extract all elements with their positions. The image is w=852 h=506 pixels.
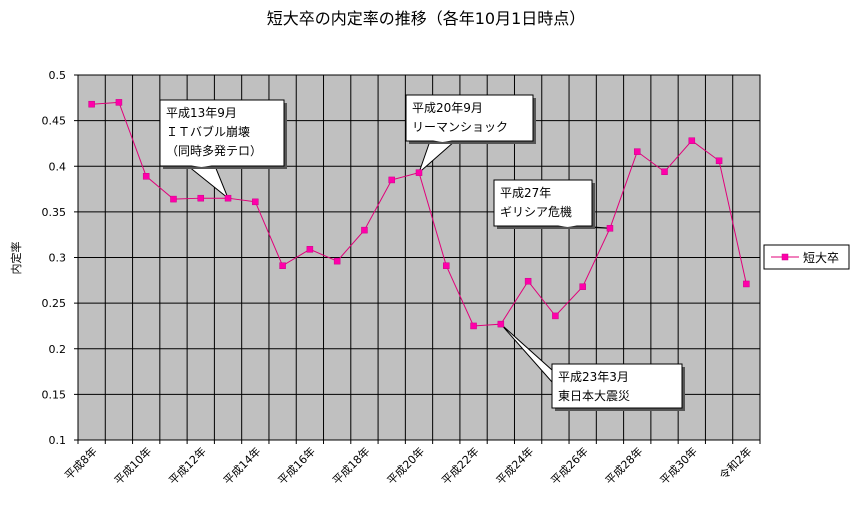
data-point <box>443 262 450 269</box>
callout-text: 東日本大震災 <box>558 389 630 403</box>
data-point <box>333 257 341 265</box>
callout-text: 平成13年9月 <box>166 106 237 120</box>
data-point <box>497 320 505 328</box>
data-point <box>197 194 205 202</box>
callout-box <box>159 99 285 167</box>
y-tick-label: 0.1 <box>49 434 67 447</box>
data-point <box>142 173 150 180</box>
legend-marker-swatch <box>781 253 789 261</box>
y-tick-label: 0.25 <box>42 297 67 310</box>
data-point <box>524 277 532 285</box>
data-point <box>252 198 259 206</box>
callout-text: ギリシア危機 <box>500 204 572 219</box>
legend: 短大卒 <box>763 244 850 270</box>
y-tick-label: 0.15 <box>42 388 67 401</box>
data-point <box>579 283 586 290</box>
x-tick-label: 平成22年 <box>439 444 482 487</box>
callout-text: 平成27年 <box>500 186 551 200</box>
x-tick-label: 平成14年 <box>220 444 263 487</box>
callout-seam <box>555 225 580 227</box>
y-tick-label: 0.45 <box>42 115 67 128</box>
callout-seam <box>188 165 215 167</box>
data-point <box>279 262 286 269</box>
legend-label: 短大卒 <box>803 251 839 265</box>
data-point <box>361 226 368 234</box>
x-tick-label: 平成16年 <box>275 444 318 487</box>
data-point <box>633 148 641 155</box>
y-tick-label: 0.2 <box>49 343 67 356</box>
data-point <box>170 195 177 203</box>
x-tick-label: 平成26年 <box>548 444 591 487</box>
data-point <box>688 137 696 144</box>
data-point <box>743 280 750 288</box>
x-tick-label: 令和2年 <box>716 444 754 482</box>
plot-area: 0.1 0.15 0.2 0.25 0.3 0.35 0.4 0.45 0.5 平成8年 平成10年… <box>42 69 761 487</box>
data-point <box>388 176 395 184</box>
x-tick-label: 平成12年 <box>166 444 209 487</box>
data-point <box>224 194 232 202</box>
x-tick-label: 平成28年 <box>602 444 645 487</box>
data-point <box>552 312 559 320</box>
y-tick-label: 0.35 <box>42 206 67 219</box>
x-tick-label: 平成30年 <box>657 444 700 487</box>
data-point <box>88 100 95 108</box>
data-point <box>115 99 123 106</box>
callout-text: ＩＴバブル崩壊 <box>166 124 250 139</box>
callout-seam <box>430 140 455 142</box>
callout-box <box>493 179 593 227</box>
data-point <box>606 225 614 232</box>
data-point <box>306 246 314 253</box>
y-tick-label: 0.3 <box>49 252 67 265</box>
data-point <box>470 322 477 330</box>
x-tick-label: 平成18年 <box>329 444 372 487</box>
callout-text: リーマンショック <box>412 120 508 134</box>
x-tick-label: 平成10年 <box>111 444 154 487</box>
x-tick-label: 平成8年 <box>62 444 100 482</box>
y-axis-label: 内定率 <box>9 242 23 275</box>
callout-box <box>405 94 534 142</box>
callout-text: 平成23年3月 <box>558 370 629 384</box>
callout-box <box>551 363 683 409</box>
y-tick-label: 0.4 <box>49 160 67 173</box>
data-point <box>415 169 423 176</box>
x-tick-label: 平成24年 <box>493 444 536 487</box>
data-point <box>661 168 668 175</box>
chart-title: 短大卒の内定率の推移（各年10月1日時点） <box>267 9 586 28</box>
callout-text: （同時多発テロ） <box>166 144 262 158</box>
callout-text: 平成20年9月 <box>412 101 483 115</box>
data-point <box>715 157 723 165</box>
y-tick-label: 0.5 <box>49 69 67 82</box>
x-tick-label: 平成20年 <box>384 444 427 487</box>
